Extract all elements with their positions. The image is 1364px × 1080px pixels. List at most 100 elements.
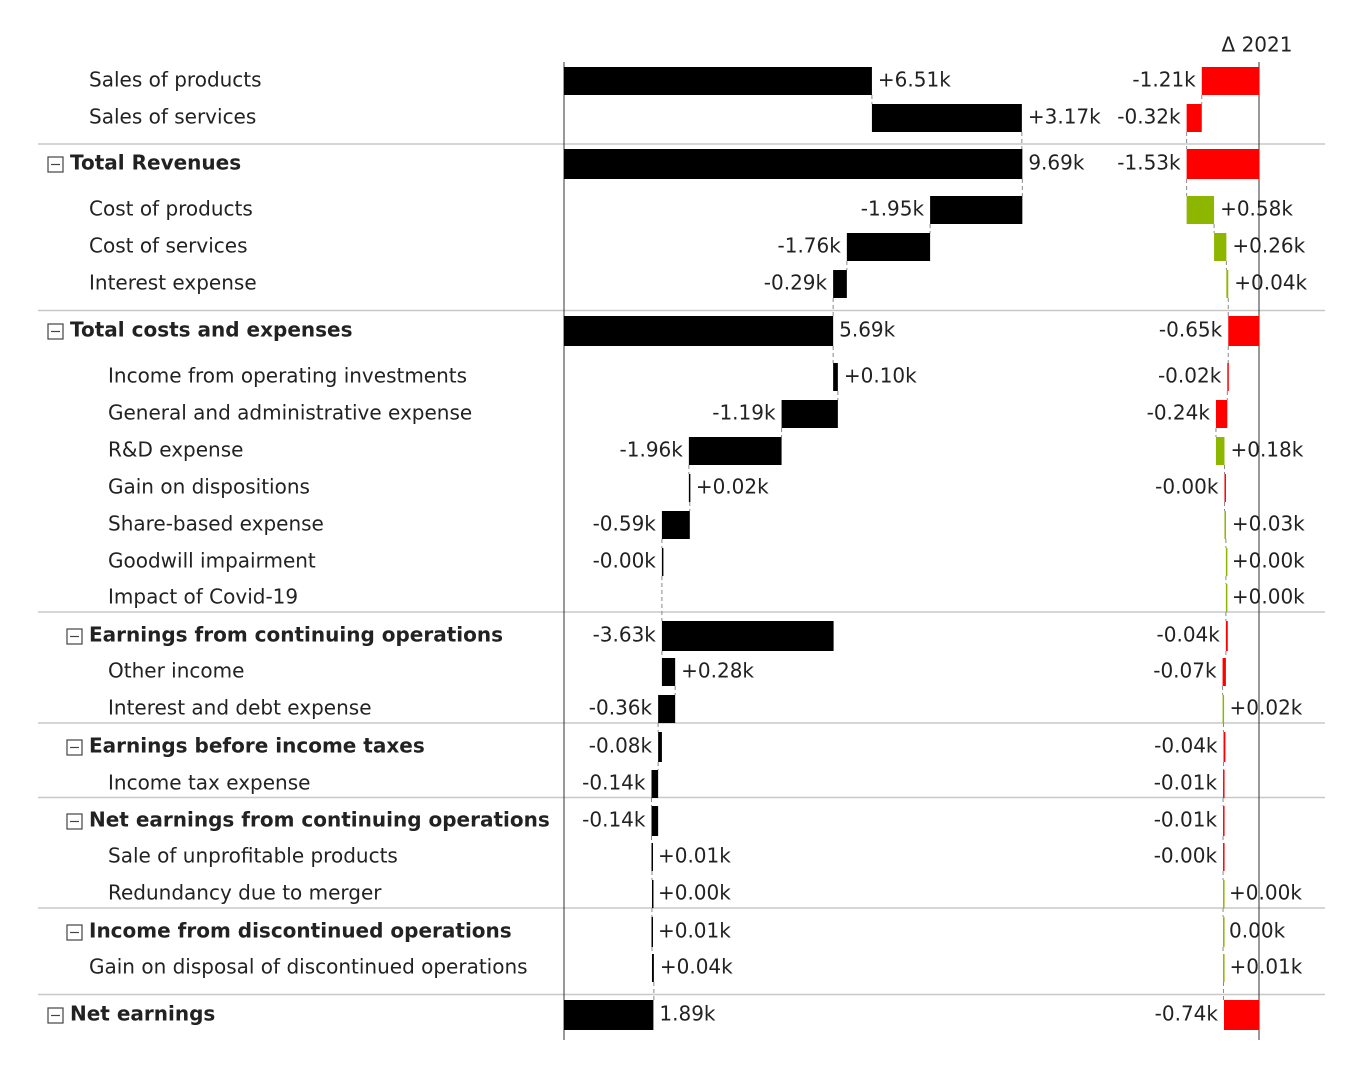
bar [688,474,691,502]
bar [846,233,931,261]
bar [651,880,654,908]
bar [1186,196,1215,224]
value-label: +0.18k [1230,438,1303,462]
value-label: +0.01k [658,919,731,943]
row-label: Income tax expense [108,771,310,795]
row-label: Gain on dispositions [108,475,310,499]
value-label: +0.58k [1220,197,1293,221]
value-label: -0.14k [582,808,646,832]
value-label: +0.00k [1232,585,1305,609]
value-label: +0.01k [1230,955,1303,979]
value-label: -1.21k [1132,68,1196,92]
bar [871,104,1022,132]
bar [1186,149,1259,179]
bar [661,511,690,539]
value-label: -1.95k [861,197,925,221]
bar [1226,270,1229,298]
row-label: General and administrative expense [108,401,472,425]
bar [658,732,662,762]
row-label: Total Revenues [70,151,241,175]
collapse-toggle[interactable] [47,1007,64,1024]
value-label: -0.29k [764,271,828,295]
bar [1223,917,1225,947]
value-label: +3.17k [1028,105,1101,129]
value-label: 1.89k [659,1002,716,1026]
bar [1214,233,1227,261]
bar [651,843,654,871]
value-label: +0.04k [660,955,733,979]
value-label: -1.53k [1117,151,1181,175]
bar [1223,843,1225,871]
value-label: +0.10k [844,364,917,388]
bar [564,1000,654,1030]
value-label: +0.00k [658,881,731,905]
row-label: Earnings from continuing operations [89,623,503,647]
value-label: -1.19k [712,401,776,425]
value-label: +0.04k [1234,271,1307,295]
bar [651,806,659,836]
bar [1223,732,1226,762]
value-label: -0.24k [1147,401,1211,425]
value-label: -0.04k [1157,623,1221,647]
value-label: -0.07k [1153,659,1217,683]
row-label: Redundancy due to merger [108,881,382,905]
value-label: -0.00k [1154,844,1218,868]
bar [564,149,1023,179]
row-label: Income from discontinued operations [89,919,512,943]
value-label: +0.02k [1230,696,1303,720]
value-label: -0.74k [1155,1002,1219,1026]
bar [1223,1000,1259,1030]
collapse-toggle[interactable] [47,156,64,173]
bar [1223,880,1225,908]
bar [564,67,872,95]
collapse-toggle[interactable] [66,739,83,756]
collapse-toggle[interactable] [66,924,83,941]
bar [1224,511,1226,539]
value-label: -0.04k [1154,734,1218,758]
bar [651,770,659,798]
collapse-toggle[interactable] [66,628,83,645]
row-label: Earnings before income taxes [89,734,425,758]
bar [1225,584,1228,612]
bar [1222,658,1226,686]
value-label: -0.65k [1159,318,1223,342]
bar [1201,67,1259,95]
row-label: Other income [108,659,244,683]
bar [651,917,654,947]
value-label: 9.69k [1028,151,1085,175]
value-label: 0.00k [1229,919,1286,943]
value-label: +0.00k [1229,881,1302,905]
row-label: Income from operating investments [108,364,467,388]
bar [930,196,1023,224]
row-label: Net earnings from continuing operations [89,808,550,832]
bar [833,270,847,298]
row-label: Share-based expense [108,512,324,536]
value-label: -0.14k [582,771,646,795]
row-label: Net earnings [70,1002,215,1026]
bar [1223,770,1225,798]
row-label: Total costs and expenses [70,318,353,342]
bar [1224,474,1226,502]
collapse-toggle[interactable] [66,813,83,830]
value-label: +0.28k [681,659,754,683]
bar [1222,695,1225,723]
collapse-toggle[interactable] [47,323,64,340]
bar [661,621,834,651]
bar [1215,437,1225,465]
row-label: Cost of services [89,234,248,258]
row-label: Goodwill impairment [108,549,316,573]
value-label: 5.69k [839,318,896,342]
value-label: +0.26k [1232,234,1305,258]
bar [688,437,782,465]
bar [1223,806,1225,836]
row-label: R&D expense [108,438,243,462]
value-label: -0.32k [1117,105,1181,129]
bar [1225,621,1228,651]
bar [661,658,676,686]
bar [564,316,834,346]
bar [658,695,676,723]
value-label: -0.00k [593,549,657,573]
row-label: Sales of products [89,68,262,92]
